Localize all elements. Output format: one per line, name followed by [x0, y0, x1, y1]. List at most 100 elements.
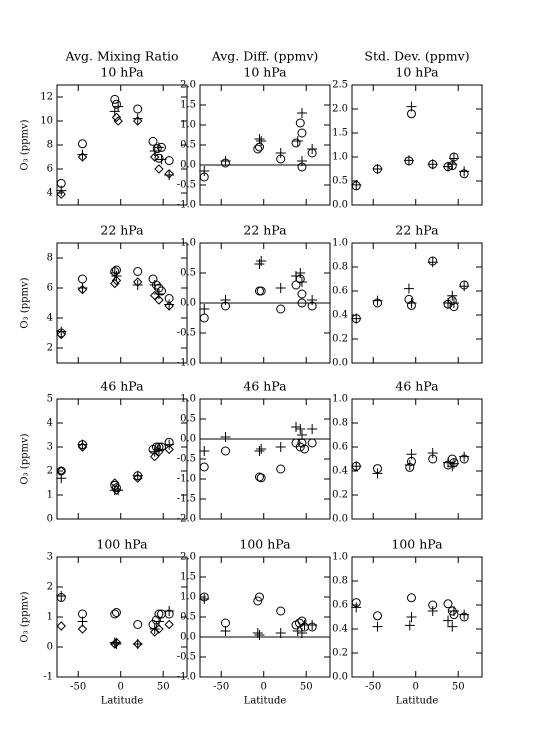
- data-point: [77, 152, 88, 162]
- plus-marker: [220, 156, 231, 166]
- plus-marker: [113, 485, 124, 496]
- data-point: [307, 295, 318, 305]
- data-point: [133, 473, 143, 483]
- data-point: [150, 290, 160, 301]
- data-point: [111, 639, 122, 649]
- data-point: [56, 621, 66, 631]
- data-point: [148, 274, 158, 284]
- data-point: [256, 136, 267, 146]
- data-point: [133, 267, 143, 276]
- data-point: [111, 483, 121, 493]
- diamond-marker: [154, 295, 164, 305]
- plus-marker: [427, 606, 438, 616]
- y-tick-label: 0.8: [332, 576, 348, 587]
- plus-marker: [403, 155, 414, 166]
- y-tick-label: 0.4: [332, 624, 348, 635]
- y-tick-label: 1.0: [180, 238, 196, 249]
- panel: 22 hPa 0.0 0.2 0.4 0.6 0.8 1.0: [332, 223, 483, 369]
- data-point: [56, 466, 66, 476]
- plus-marker: [443, 161, 454, 172]
- data-point: [291, 422, 302, 432]
- data-point: [448, 298, 459, 308]
- plus-marker: [199, 304, 210, 314]
- x-tick-label: -50: [365, 682, 381, 693]
- data-point: [110, 478, 120, 488]
- circle-marker: [220, 618, 230, 628]
- y-tick-label: 2: [47, 582, 53, 593]
- data-point: [110, 609, 120, 619]
- data-point: [113, 116, 123, 126]
- plus-marker: [307, 295, 318, 305]
- circle-marker: [256, 473, 266, 483]
- plus-marker: [403, 283, 414, 294]
- data-point: [406, 101, 417, 112]
- data-point: [220, 446, 230, 456]
- data-point: [295, 442, 305, 452]
- data-point: [220, 618, 230, 628]
- y-tick-label: 0: [47, 514, 53, 525]
- circle-marker: [157, 286, 167, 296]
- data-point: [292, 626, 303, 636]
- data-point: [113, 101, 124, 112]
- panel: 100 hPa -1 0 1 2 3 -50 0 50 O₃ (ppmv) Latitude: [20, 537, 188, 707]
- plus-marker: [448, 458, 459, 469]
- y-tick-label: 8: [47, 253, 53, 264]
- data-point: [164, 169, 174, 179]
- plus-marker: [220, 295, 231, 305]
- y-tick-label: -2.0: [177, 514, 196, 525]
- data-point: [77, 439, 88, 450]
- x-tick-label: 0: [261, 682, 267, 693]
- plus-marker: [459, 609, 470, 620]
- circle-marker: [77, 139, 87, 149]
- x-tick-label: -50: [70, 682, 86, 693]
- circle-marker: [111, 99, 121, 109]
- y-tick-label: 2.0: [180, 552, 196, 563]
- circle-marker: [297, 298, 307, 308]
- data-point: [403, 155, 414, 166]
- plus-marker: [459, 281, 470, 292]
- panel-title: 10 hPa: [395, 65, 439, 80]
- y-tick-label: 1.0: [332, 238, 348, 249]
- data-point: [296, 628, 307, 638]
- plus-marker: [111, 639, 122, 649]
- y-tick-label: 0.0: [180, 632, 196, 643]
- y-tick-label: 0.6: [332, 286, 348, 297]
- data-point: [157, 286, 167, 296]
- plot-frame: [56, 398, 188, 520]
- y-tick-label: 6: [47, 164, 53, 175]
- panel-title: 100 hPa: [391, 537, 443, 552]
- diamond-marker: [110, 278, 120, 289]
- plus-marker: [220, 432, 231, 442]
- circle-marker: [154, 153, 164, 163]
- plus-marker: [295, 424, 306, 434]
- data-point: [443, 615, 454, 626]
- y-tick-label: 0.5: [180, 268, 196, 279]
- plus-marker: [164, 299, 175, 310]
- diamond-marker: [154, 447, 164, 457]
- panel-title: 100 hPa: [239, 537, 291, 552]
- y-tick-label: 0.0: [332, 672, 348, 683]
- data-point: [254, 472, 264, 482]
- panel-title: 10 hPa: [100, 65, 144, 80]
- circle-marker: [164, 156, 174, 166]
- circle-marker: [110, 94, 120, 104]
- y-tick-label: 0.8: [332, 262, 348, 273]
- diamond-marker: [150, 152, 160, 162]
- plus-marker: [156, 154, 167, 165]
- diamond-marker: [164, 301, 174, 311]
- circle-marker: [110, 609, 120, 619]
- plus-marker: [296, 628, 307, 638]
- plus-marker: [275, 628, 286, 638]
- circle-marker: [443, 599, 453, 609]
- y-tick-label: 2.0: [180, 80, 196, 91]
- data-point: [220, 156, 231, 166]
- x-tick-label: 0: [413, 682, 419, 693]
- plus-marker: [256, 256, 267, 266]
- plus-marker: [448, 298, 459, 308]
- y-tick-label: 0.2: [332, 648, 348, 659]
- diamond-marker: [133, 639, 143, 649]
- circle-marker: [372, 611, 382, 621]
- x-tick-label: 50: [157, 682, 170, 693]
- data-point: [164, 439, 175, 450]
- data-point: [111, 637, 122, 648]
